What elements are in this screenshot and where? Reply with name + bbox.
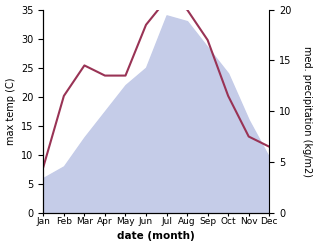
Y-axis label: max temp (C): max temp (C): [5, 77, 16, 145]
Y-axis label: med. precipitation (kg/m2): med. precipitation (kg/m2): [302, 46, 313, 177]
X-axis label: date (month): date (month): [117, 231, 195, 242]
